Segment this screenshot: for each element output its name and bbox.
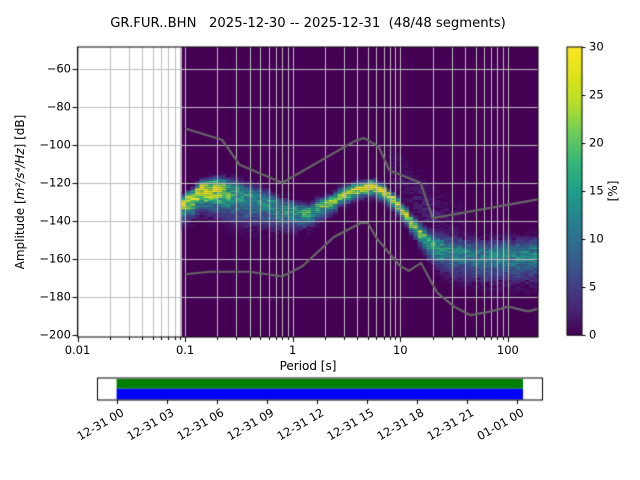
colorbar-tick-label: 30 — [589, 39, 604, 54]
colorbar-label: [%] — [606, 180, 620, 202]
colorbar-tick-label: 0 — [589, 327, 597, 342]
y-tick-label: −120 — [39, 175, 71, 190]
y-axis-label-suffix: ] [dB] — [13, 114, 27, 149]
y-axis-label-math: m²/s⁴/Hz — [13, 148, 27, 200]
colorbar-tick-label: 10 — [589, 231, 604, 246]
x-tick-label: 100 — [496, 343, 519, 357]
y-axis-label-prefix: Amplitude [ — [13, 199, 27, 270]
x-tick-label: 0.1 — [175, 343, 195, 357]
y-tick-label: −180 — [39, 289, 71, 304]
page-title: GR.FUR..BHN 2025-12-30 -- 2025-12-31 (48… — [110, 16, 506, 31]
x-tick-label: 0.01 — [64, 343, 91, 357]
x-tick-label: 1 — [289, 343, 297, 357]
y-tick-label: −140 — [39, 213, 71, 228]
x-axis-label: Period [s] — [279, 359, 337, 373]
colorbar-tick-label: 15 — [589, 183, 604, 198]
y-tick-label: −200 — [39, 327, 71, 342]
colorbar-tick-label: 5 — [589, 279, 597, 294]
colorbar-tick-label: 20 — [589, 135, 604, 150]
y-tick-label: −80 — [46, 98, 71, 113]
y-axis-label: Amplitude [m²/s⁴/Hz] [dB] — [13, 114, 27, 270]
y-tick-label: −60 — [46, 60, 71, 75]
y-tick-label: −160 — [39, 251, 71, 266]
x-tick-label: 10 — [392, 343, 408, 357]
y-tick-label: −100 — [39, 136, 71, 151]
colorbar-tick-label: 25 — [589, 87, 604, 102]
